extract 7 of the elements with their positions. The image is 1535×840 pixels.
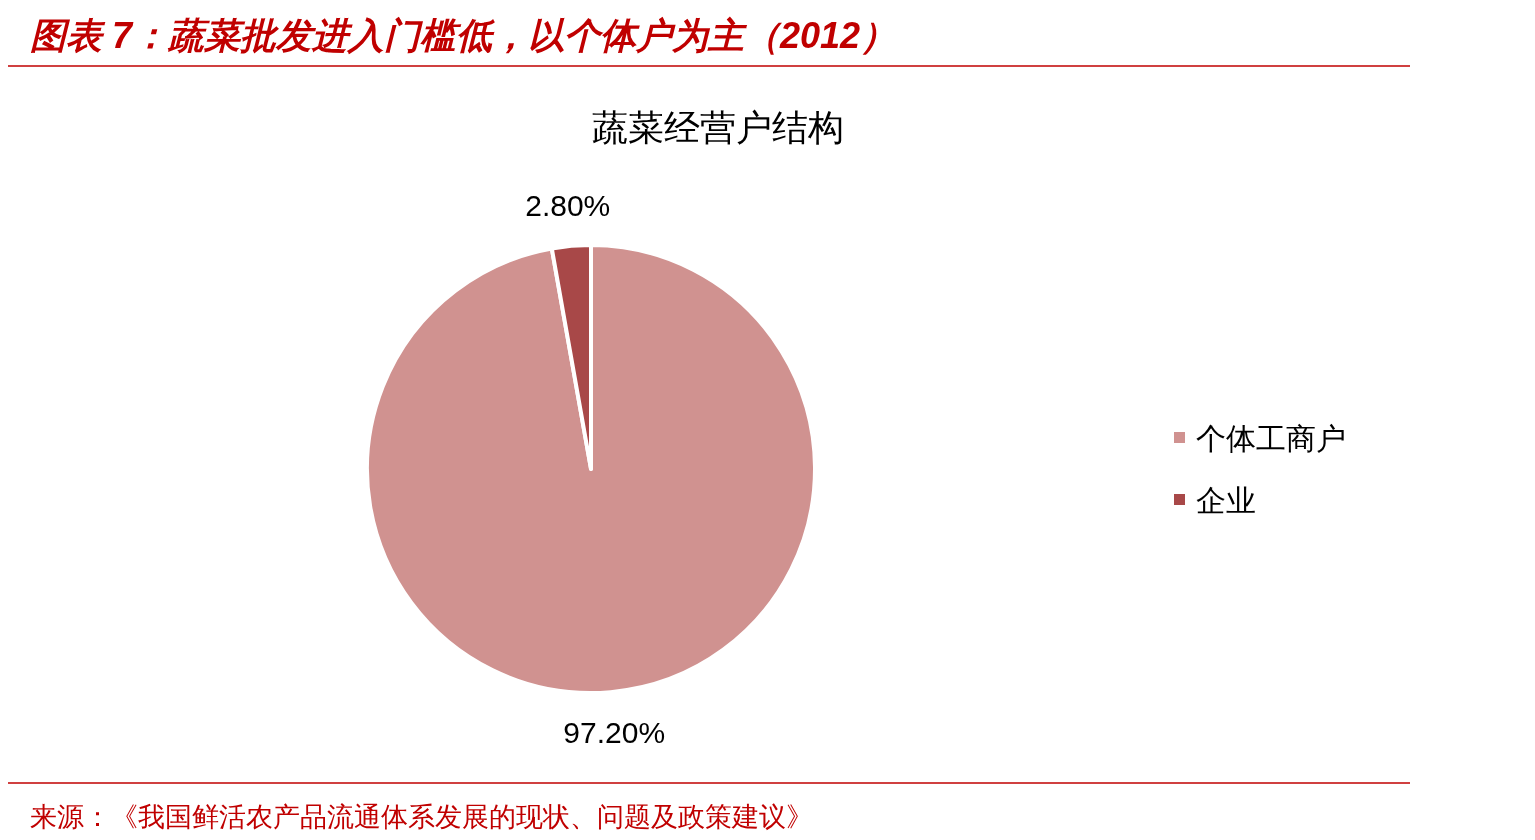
source-note: 来源：《我国鲜活农产品流通体系发展的现状、问题及政策建议》: [30, 801, 813, 832]
legend-label: 企业: [1196, 483, 1256, 517]
legend-label: 个体工商户: [1196, 421, 1346, 455]
chart-title: 图表 7：蔬菜批发进入门槛低，以个体户为主（2012）: [30, 15, 897, 56]
data-label: 97.20%: [563, 715, 666, 749]
chart-subtitle: 蔬菜经营户结构: [592, 107, 844, 148]
data-label: 2.80%: [525, 189, 611, 223]
